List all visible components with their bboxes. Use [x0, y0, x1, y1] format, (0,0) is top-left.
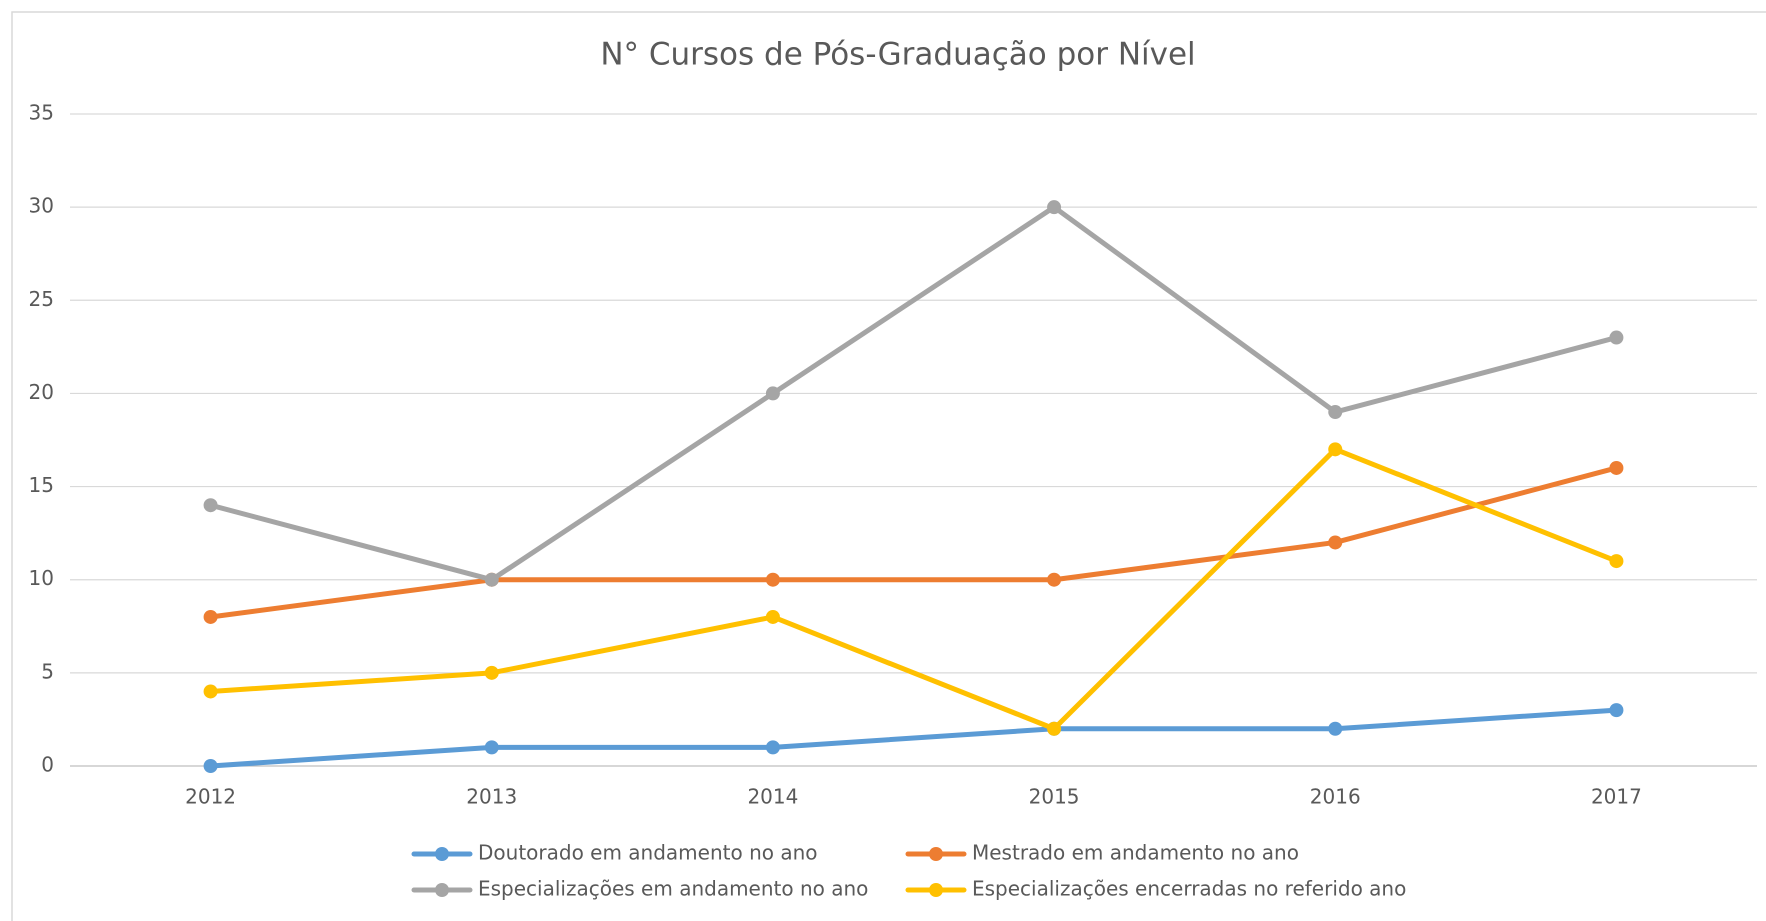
y-tick-label: 10: [29, 566, 54, 590]
data-point: [1609, 330, 1624, 345]
data-point: [203, 684, 218, 699]
series-line: [208, 446, 1619, 732]
y-tick-label: 20: [29, 380, 54, 404]
data-point: [1047, 721, 1062, 736]
legend-label: Especializações encerradas no referido a…: [972, 877, 1406, 901]
data-point: [1609, 460, 1624, 475]
legend-label: Mestrado em andamento no ano: [972, 841, 1299, 865]
data-point: [484, 665, 499, 680]
series-line: [208, 707, 1619, 769]
data-point: [1047, 572, 1062, 587]
legend-marker: [929, 847, 943, 861]
data-point: [1328, 405, 1343, 420]
data-point: [1328, 721, 1343, 736]
data-point: [765, 740, 780, 755]
chart-frame: [11, 11, 1766, 921]
chart-title: N° Cursos de Pós-Graduação por Nível: [600, 37, 1195, 73]
data-point: [1609, 703, 1624, 718]
data-point: [765, 572, 780, 587]
y-tick-label: 30: [29, 194, 54, 218]
x-tick-label: 2013: [466, 785, 517, 809]
legend-marker: [435, 883, 449, 897]
data-point: [765, 386, 780, 401]
series-line: [208, 465, 1619, 620]
y-tick-label: 35: [29, 101, 54, 125]
y-tick-label: 5: [41, 659, 54, 683]
data-point: [765, 609, 780, 624]
y-tick-label: 25: [29, 287, 54, 311]
data-point: [484, 572, 499, 587]
x-tick-label: 2012: [185, 785, 236, 809]
series-line: [208, 204, 1619, 583]
data-point: [1609, 554, 1624, 569]
y-tick-label: 15: [29, 473, 54, 497]
legend-marker: [435, 847, 449, 861]
legend-label: Doutorado em andamento no ano: [478, 841, 818, 865]
legend-marker: [929, 883, 943, 897]
data-point: [203, 759, 218, 773]
data-point: [484, 740, 499, 755]
legend-label: Especializações em andamento no ano: [478, 877, 868, 901]
data-point: [1047, 200, 1062, 215]
x-tick-label: 2014: [747, 785, 798, 809]
data-point: [203, 609, 218, 624]
y-tick-label: 0: [41, 753, 54, 777]
data-point: [1328, 535, 1343, 550]
data-point: [203, 498, 218, 513]
x-tick-label: 2016: [1310, 785, 1361, 809]
data-point: [1328, 442, 1343, 457]
x-tick-label: 2015: [1029, 785, 1080, 809]
x-tick-label: 2017: [1591, 785, 1642, 809]
